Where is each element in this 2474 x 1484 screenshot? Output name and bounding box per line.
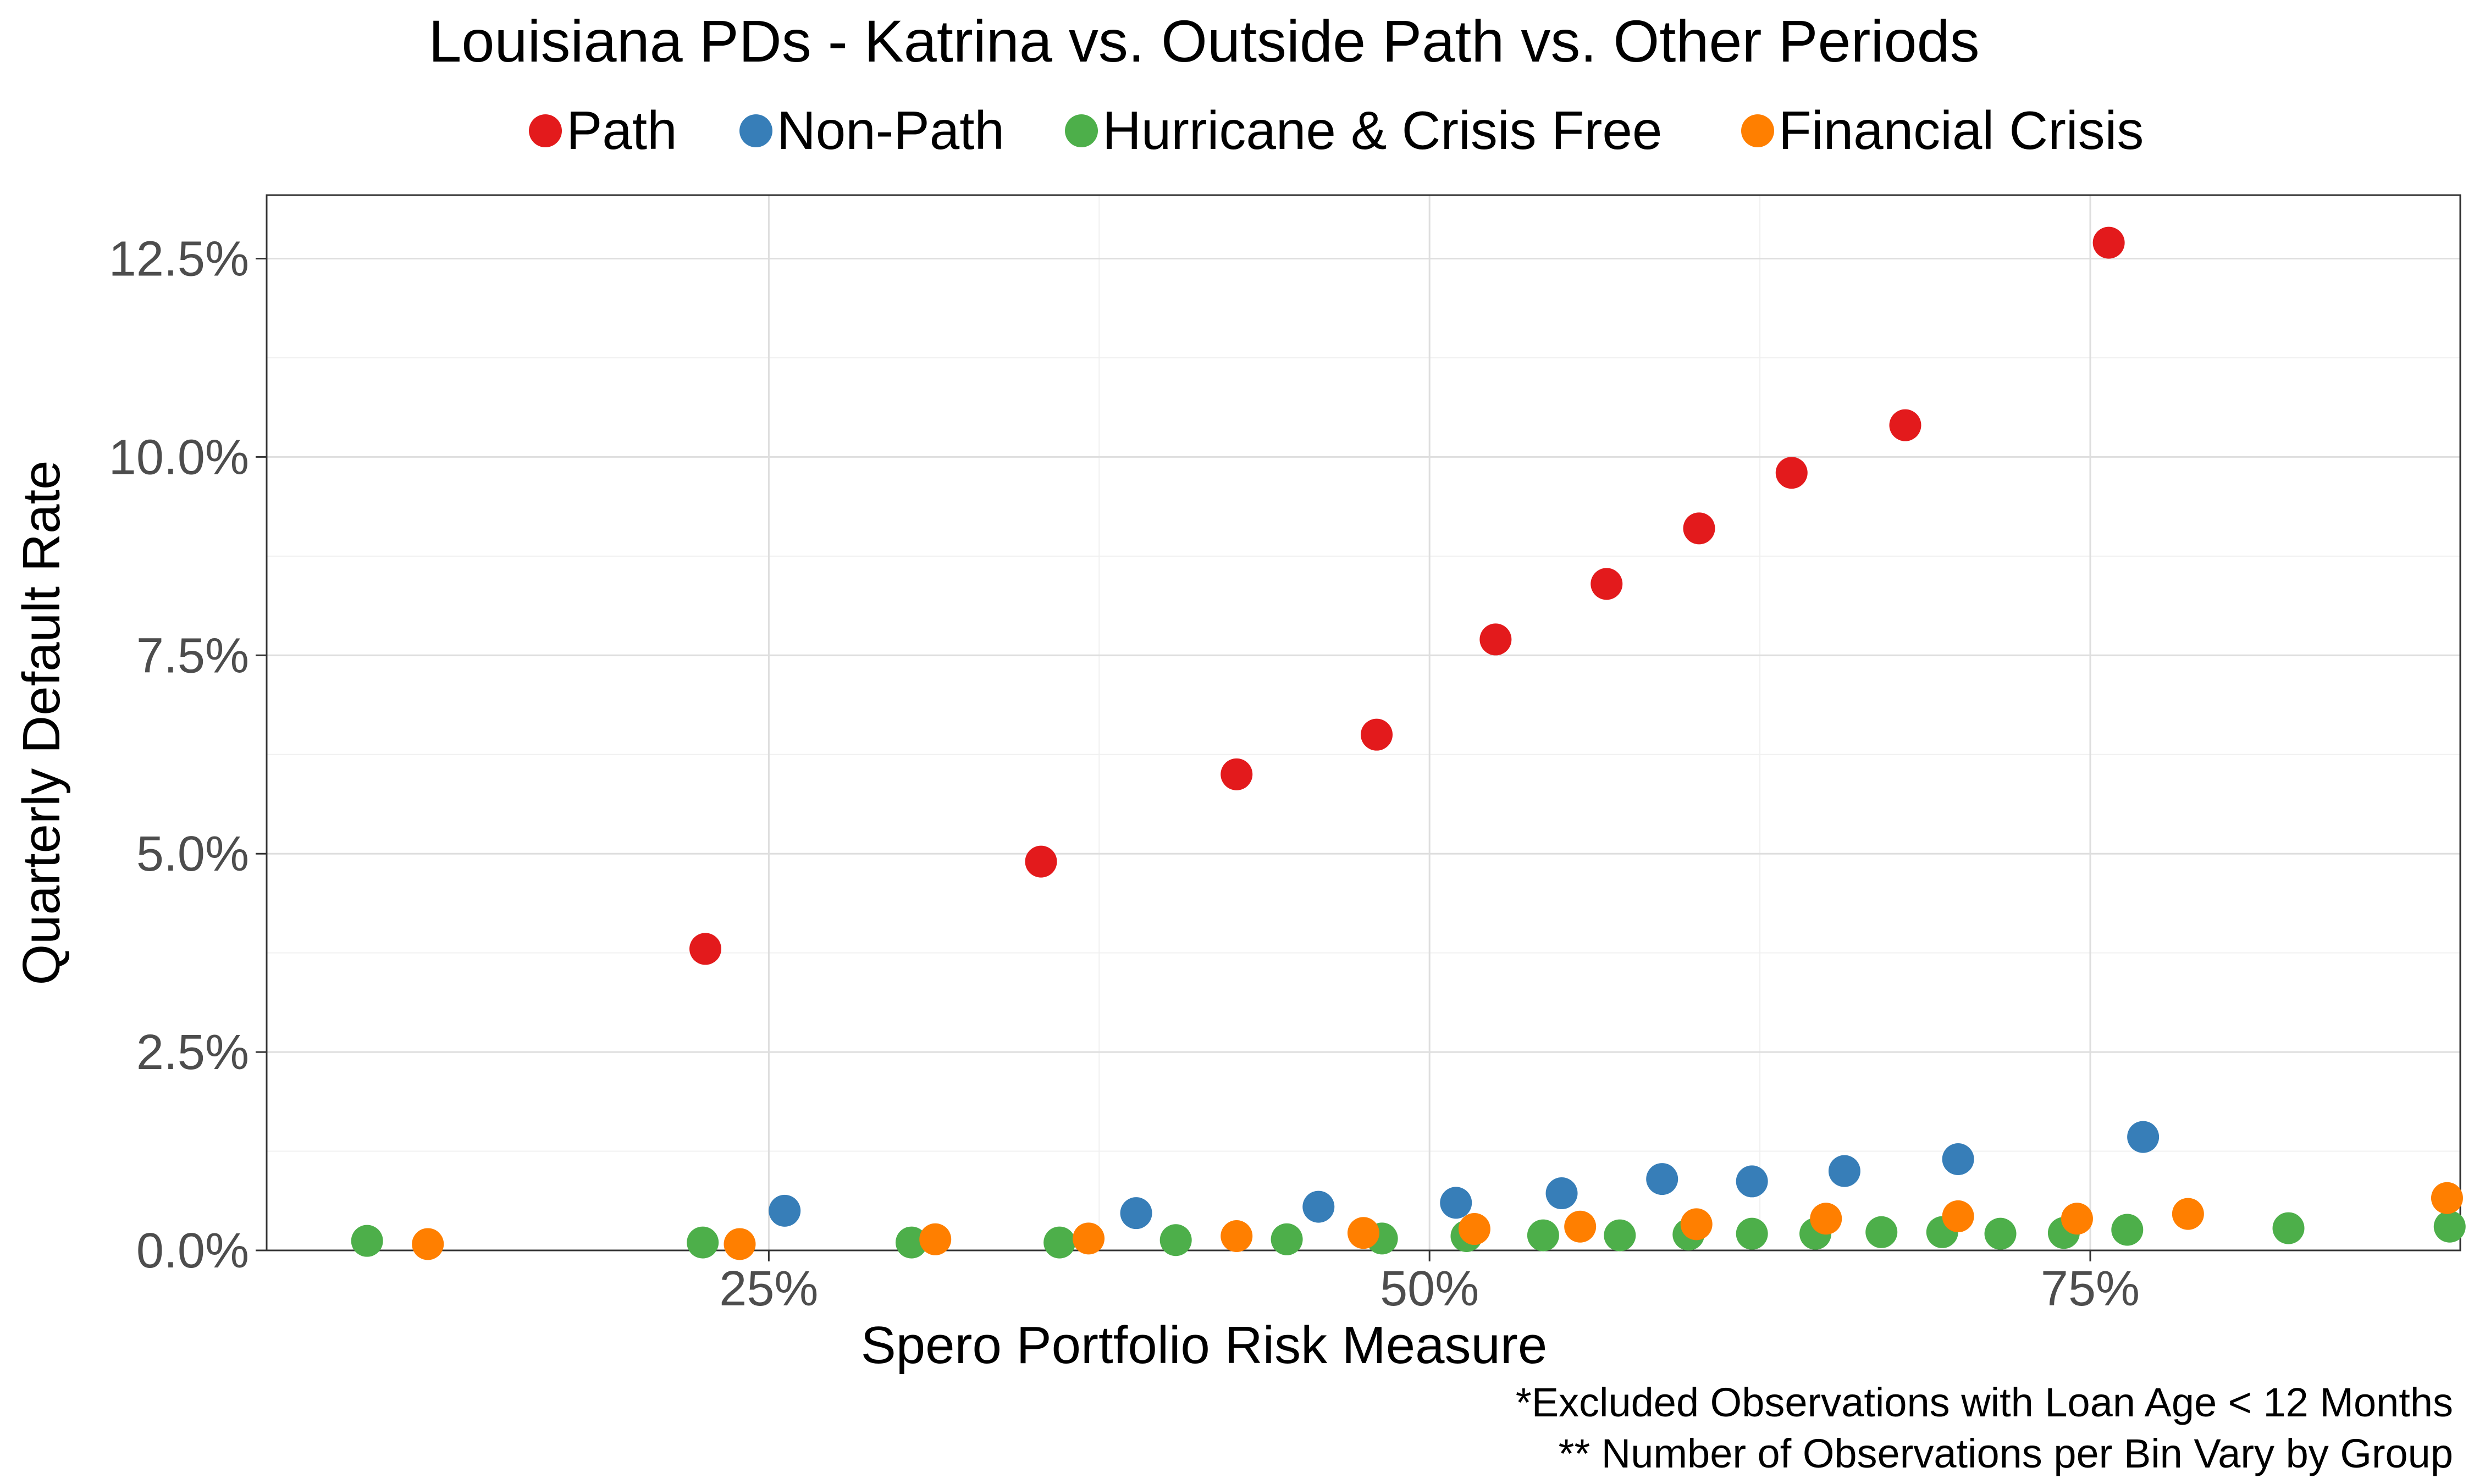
point-hurricane-crisis-free (1604, 1219, 1636, 1252)
point-non-path (1828, 1155, 1860, 1187)
point-financial-crisis (1458, 1213, 1490, 1245)
point-hurricane-crisis-free (1527, 1219, 1559, 1252)
minor-gridlines (267, 195, 2460, 1250)
point-path (1479, 623, 1512, 656)
point-path (689, 933, 721, 965)
point-non-path (1646, 1163, 1678, 1195)
point-hurricane-crisis-free (1984, 1217, 2017, 1250)
plot-panel (266, 194, 2466, 1260)
point-financial-crisis (412, 1228, 444, 1260)
caption-line-2: ** Number of Observations per Bin Vary b… (1559, 1431, 2453, 1476)
point-hurricane-crisis-free (1736, 1217, 1768, 1250)
legend-key-non-path (739, 114, 772, 147)
legend-label-non-path: Non-Path (777, 100, 1004, 160)
legend-key-hurricane-crisis-free (1065, 114, 1098, 147)
point-hurricane-crisis-free (1271, 1223, 1303, 1255)
point-non-path (1440, 1187, 1472, 1219)
legend-label-path: Path (566, 100, 677, 160)
legend-item-path: Path (529, 100, 677, 160)
point-non-path (1302, 1190, 1335, 1223)
point-financial-crisis (724, 1228, 756, 1260)
point-hurricane-crisis-free (2272, 1212, 2305, 1244)
point-financial-crisis (1680, 1208, 1713, 1241)
x-tick-label: 25% (719, 1261, 818, 1316)
point-financial-crisis (1348, 1217, 1379, 1249)
y-tick-label: 0.0% (136, 1223, 249, 1278)
point-financial-crisis (2061, 1203, 2093, 1235)
point-non-path (1942, 1143, 1974, 1175)
point-financial-crisis (1073, 1222, 1105, 1255)
point-path (1361, 718, 1393, 751)
legend-item-hurricane-crisis-free: Hurricane & Crisis Free (1065, 100, 1662, 160)
x-axis: 25% 50% 75% (719, 1250, 2140, 1316)
point-path (1889, 409, 1921, 441)
point-non-path (1120, 1197, 1152, 1230)
point-financial-crisis (2431, 1182, 2463, 1214)
point-financial-crisis (2172, 1198, 2204, 1230)
chart-title: Louisiana PDs - Katrina vs. Outside Path… (428, 8, 1979, 74)
major-gridlines (267, 195, 2460, 1252)
legend-key-financial-crisis (1741, 114, 1774, 147)
x-tick-label: 75% (2041, 1261, 2140, 1316)
point-hurricane-crisis-free (1043, 1226, 1076, 1259)
point-hurricane-crisis-free (687, 1226, 719, 1259)
y-tick-label: 10.0% (109, 430, 249, 485)
point-hurricane-crisis-free (1865, 1216, 1898, 1248)
point-hurricane-crisis-free (2433, 1210, 2466, 1243)
caption-line-1: *Excluded Observations with Loan Age < 1… (1516, 1380, 2453, 1425)
point-financial-crisis (1942, 1200, 1974, 1232)
point-non-path (769, 1194, 801, 1227)
y-tick-label: 5.0% (136, 827, 249, 882)
legend-label-hurricane-crisis-free: Hurricane & Crisis Free (1102, 100, 1662, 160)
data-points (351, 226, 2466, 1260)
point-hurricane-crisis-free (1159, 1224, 1192, 1256)
point-non-path (1736, 1165, 1768, 1198)
point-financial-crisis (1564, 1210, 1597, 1243)
point-path (2092, 226, 2125, 259)
point-path (1775, 457, 1808, 489)
point-financial-crisis (919, 1223, 952, 1255)
point-hurricane-crisis-free (895, 1226, 927, 1259)
point-hurricane-crisis-free (2111, 1214, 2144, 1246)
point-path (1221, 758, 1253, 790)
legend: Path Non-Path Hurricane & Crisis Free Finan… (529, 100, 2144, 160)
point-hurricane-crisis-free (351, 1225, 383, 1257)
point-financial-crisis (1221, 1220, 1253, 1253)
x-tick-label: 50% (1380, 1261, 1479, 1316)
point-non-path (2127, 1121, 2160, 1153)
legend-item-financial-crisis: Financial Crisis (1741, 100, 2144, 160)
y-axis: 0.0% 2.5% 5.0% 7.5% 10.0% 12.5% (109, 231, 267, 1278)
point-path (1683, 512, 1715, 545)
point-path (1025, 845, 1057, 878)
panel-border (266, 194, 2461, 1252)
point-non-path (1545, 1177, 1578, 1210)
legend-key-path (529, 114, 562, 147)
legend-item-non-path: Non-Path (739, 100, 1004, 160)
y-tick-label: 7.5% (136, 628, 249, 683)
point-path (1591, 568, 1623, 600)
legend-label-financial-crisis: Financial Crisis (1779, 100, 2144, 160)
y-tick-label: 2.5% (136, 1025, 249, 1080)
x-axis-title: Spero Portfolio Risk Measure (861, 1316, 1548, 1375)
y-axis-title: Quarterly Default Rate (12, 460, 71, 985)
point-financial-crisis (1810, 1203, 1842, 1235)
y-tick-label: 12.5% (109, 231, 249, 286)
